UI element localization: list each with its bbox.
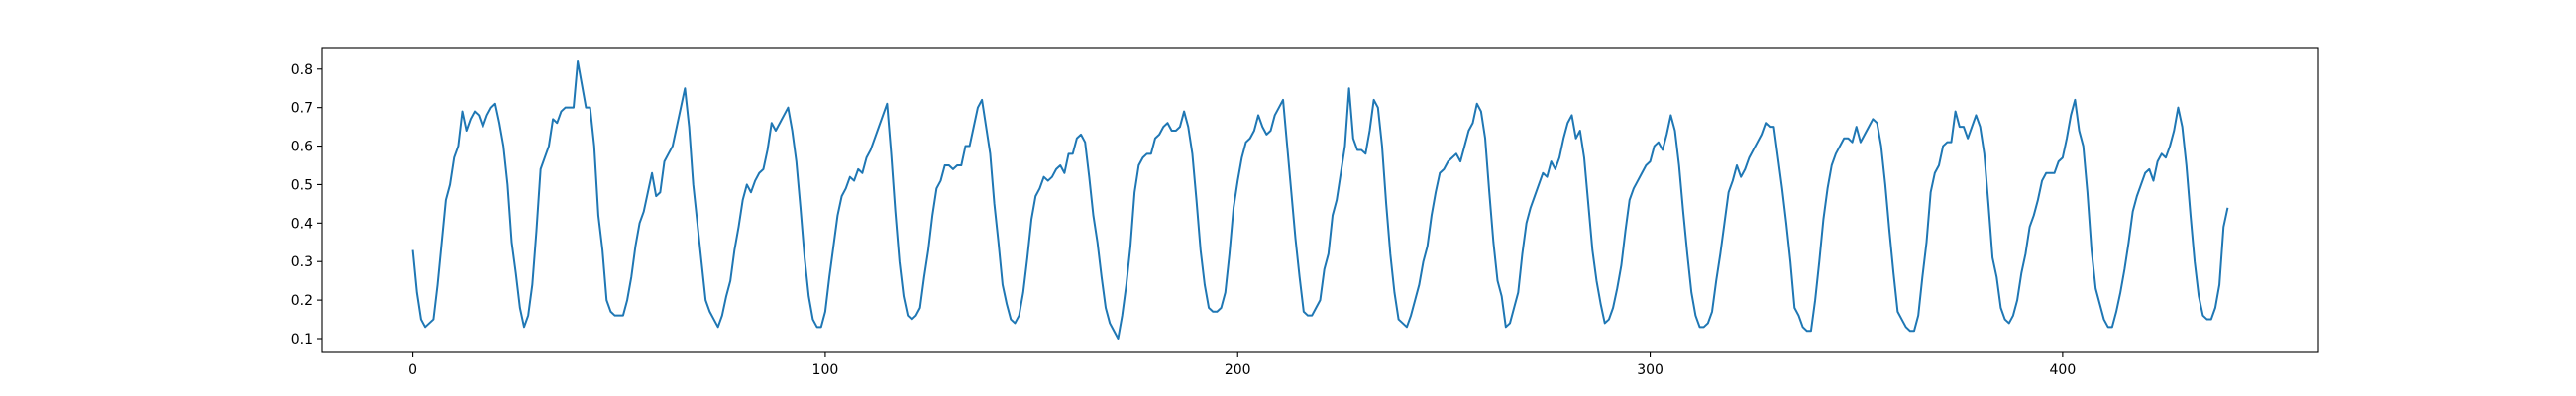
data-line xyxy=(411,60,2229,340)
y-tick-label: 0.7 xyxy=(291,101,313,117)
y-tick-label: 0.2 xyxy=(291,293,313,309)
x-tick-label: 100 xyxy=(812,362,839,378)
x-tick-label: 0 xyxy=(408,362,417,378)
y-tick-label: 0.6 xyxy=(291,140,313,155)
x-tick-label: 400 xyxy=(2050,362,2077,378)
y-tick-label: 0.3 xyxy=(291,254,313,270)
y-tick-label: 0.1 xyxy=(291,332,313,347)
plot-frame xyxy=(321,47,2319,353)
y-tick-label: 0.8 xyxy=(291,62,313,78)
x-tick-label: 300 xyxy=(1637,362,1664,378)
y-tick-label: 0.4 xyxy=(291,216,313,232)
x-tick-label: 200 xyxy=(1225,362,1251,378)
y-tick-label: 0.5 xyxy=(291,177,313,193)
